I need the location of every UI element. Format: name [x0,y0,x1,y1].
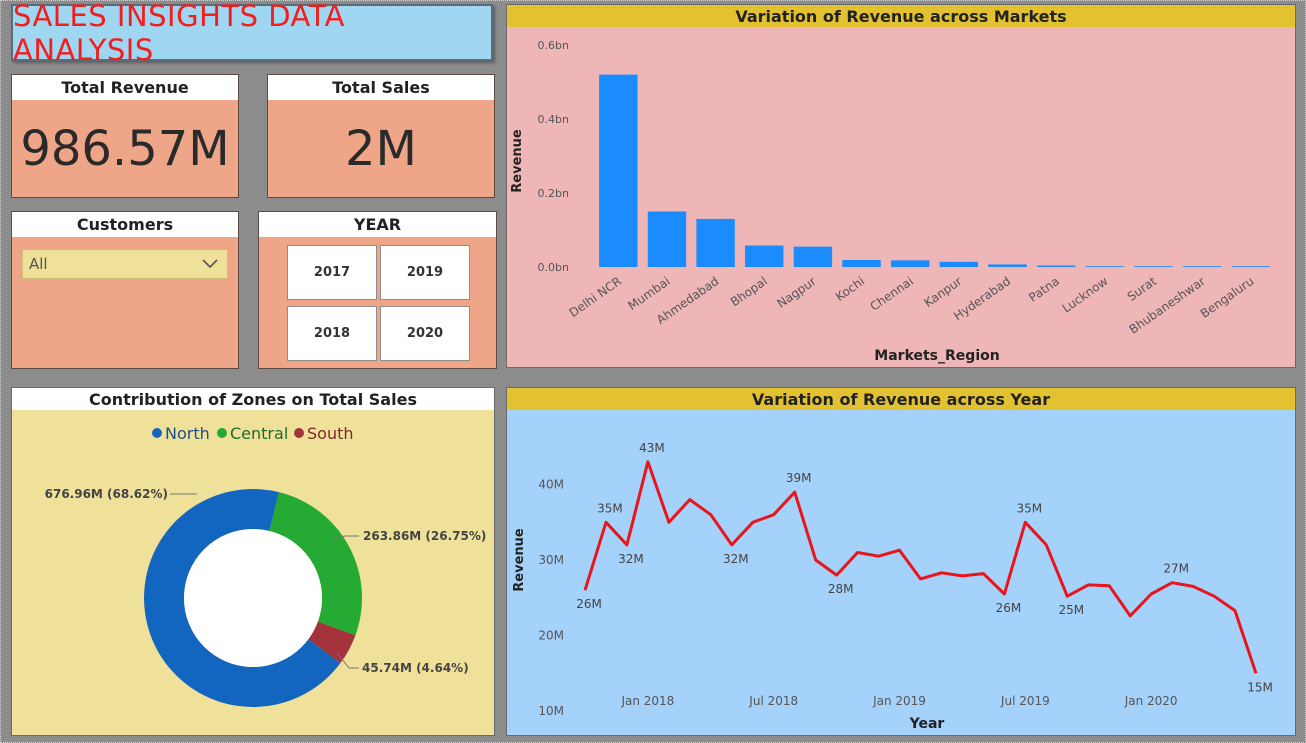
yearly-data-label: 26M [996,601,1022,615]
yearly-x-tick: Jan 2020 [1124,694,1178,708]
chevron-down-icon [202,259,218,269]
south-slice[interactable] [308,621,356,664]
legend-central-dot [217,428,227,438]
yearly-data-label: 26M [576,597,602,611]
yearly-revenue-chart: Variation of Revenue across Year Revenue… [506,387,1296,736]
legend-south-label: South [307,424,354,443]
total-sales-value: 2M [345,121,417,177]
total-revenue-label: Total Revenue [12,75,238,100]
market-bar[interactable] [890,260,930,267]
south-data-label: 45.74M (4.64%) [362,661,469,675]
zones-data-labels: 676.96M (68.62%) 263.86M (26.75%) 45.74M… [45,487,487,675]
north-data-label: 676.96M (68.62%) [45,487,168,501]
yearly-y-tick: 40M [538,478,564,492]
customers-slicer-label: Customers [12,212,238,237]
customers-slicer: Customers All [11,211,239,369]
market-bar[interactable] [1036,265,1076,267]
year-button-2018[interactable]: 2018 [287,306,377,361]
yearly-data-label: 15M [1247,680,1273,694]
yearly-data-label: 43M [639,441,665,455]
market-bar[interactable] [1231,266,1270,267]
market-bar[interactable] [793,246,833,267]
revenue-line [583,460,1258,674]
yearly-data-label: 25M [1058,603,1084,617]
yearly-data-label: 39M [786,471,812,485]
markets-chart-title: Variation of Revenue across Markets [507,5,1295,27]
market-x-label: Lucknow [1060,274,1111,316]
market-bar[interactable] [939,261,979,267]
market-x-label: Chennai [868,274,916,314]
yearly-y-tick: 10M [538,704,564,718]
dashboard-title: SALES INSIGHTS DATA ANALYSIS [13,0,345,67]
year-slicer-label: YEAR [259,212,496,237]
market-x-label: Kanpur [921,274,964,310]
yearly-y-tick: 20M [538,629,564,643]
yearly-x-tick: Jan 2019 [872,694,926,708]
yearly-x-tick: Jul 2019 [1000,694,1050,708]
markets-bar-svg: Revenue Markets_Region 0.0bn 0.2bn 0.4bn 0.… [510,39,1270,364]
market-bar[interactable] [1085,266,1124,267]
market-x-label: Delhi NCR [567,274,625,320]
year-button-2017[interactable]: 2017 [287,245,377,300]
year-button-2019[interactable]: 2019 [380,245,470,300]
yearly-chart-title: Variation of Revenue across Year [507,388,1295,410]
customers-dropdown[interactable]: All [22,249,228,279]
zones-donut-svg: North Central South 676.96M (68.62%) 263… [45,424,487,708]
markets-y-axis-title: Revenue [510,129,525,193]
market-bar[interactable] [988,264,1027,267]
markets-y-tick: 0.2bn [538,187,569,200]
legend-south-dot [294,428,304,438]
market-bar[interactable] [1134,266,1173,267]
yearly-data-label: 35M [597,501,623,515]
zones-legend: North Central South [152,424,354,443]
yearly-x-axis-title: Year [909,716,945,732]
yearly-data-label: 27M [1163,562,1189,576]
yearly-data-label: 32M [618,552,644,566]
markets-y-tick: 0.0bn [538,261,569,274]
market-bar[interactable] [647,211,687,268]
market-x-label: Nagpur [774,274,818,311]
markets-y-tick: 0.6bn [538,39,569,52]
central-data-label: 263.86M (26.75%) [363,529,486,543]
total-revenue-card: Total Revenue 986.57M [11,74,239,198]
market-bar[interactable] [1182,266,1222,267]
yearly-x-tick: Jul 2018 [748,694,798,708]
legend-north-label: North [165,424,210,443]
total-sales-card: Total Sales 2M [267,74,495,198]
central-slice[interactable] [269,492,362,636]
markets-y-tick: 0.4bn [538,113,569,126]
yearly-line-svg: Revenue Year 10M 20M 30M 40M Jan 2018 Jul 20… [512,441,1273,732]
north-slice[interactable] [144,489,341,708]
market-x-label: Kochi [833,274,867,304]
yearly-data-label: 35M [1017,501,1043,515]
zones-donut-chart: Contribution of Zones on Total Sales Nor… [11,387,495,736]
year-slicer: YEAR 2017 2019 2018 2020 [258,211,497,369]
market-bar[interactable] [745,245,784,267]
market-x-label: Bhopal [728,274,770,309]
zones-chart-title: Contribution of Zones on Total Sales [12,388,494,410]
market-bar[interactable] [842,259,881,267]
yearly-data-label: 32M [723,552,749,566]
market-x-label: Surat [1125,274,1160,304]
dashboard-title-box: SALES INSIGHTS DATA ANALYSIS [11,0,493,67]
total-revenue-value: 986.57M [20,121,230,177]
market-x-label: Patna [1026,274,1062,305]
legend-north-dot [152,428,162,438]
markets-revenue-chart: Variation of Revenue across Markets Reve… [506,4,1296,368]
customers-dropdown-value: All [29,255,48,273]
donut-hole [184,529,322,667]
yearly-y-axis-title: Revenue [512,528,527,592]
legend-central-label: Central [230,424,288,443]
market-x-label: Bengaluru [1198,274,1257,321]
year-button-2020[interactable]: 2020 [380,306,470,361]
markets-x-axis-title: Markets_Region [874,348,999,364]
yearly-data-label: 28M [828,582,854,596]
market-bar[interactable] [696,218,735,267]
yearly-x-tick: Jan 2018 [620,694,674,708]
market-bar[interactable] [599,74,638,267]
total-sales-label: Total Sales [268,75,494,100]
yearly-y-tick: 30M [538,553,564,567]
